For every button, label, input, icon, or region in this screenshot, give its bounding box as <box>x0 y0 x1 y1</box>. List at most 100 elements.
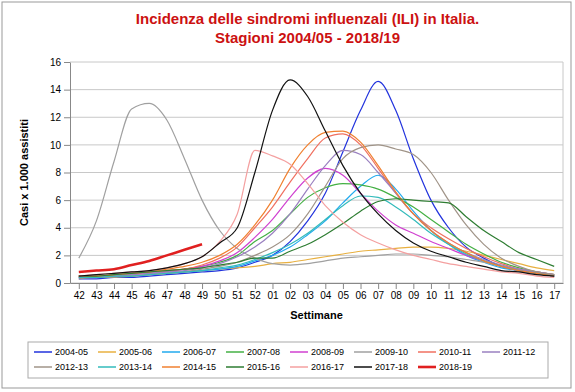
x-tick-label: 47 <box>162 290 174 301</box>
x-tick-mark <box>413 283 414 289</box>
legend-swatch <box>354 351 372 353</box>
legend-item: 2005-06 <box>98 347 152 357</box>
series-line <box>79 131 554 276</box>
y-axis-title: Casi x 1.000 assistiti <box>18 119 30 226</box>
y-tick-label: 8 <box>55 167 61 178</box>
y-tick-label: 16 <box>50 57 62 68</box>
x-tick-label: 43 <box>91 290 103 301</box>
x-tick: 01 <box>267 283 279 301</box>
x-tick: 07 <box>373 283 385 301</box>
y-tick: 12 <box>50 112 70 123</box>
x-tick: 09 <box>408 283 420 301</box>
x-tick-label: 09 <box>408 290 420 301</box>
legend-swatch <box>290 351 308 353</box>
x-tick-mark <box>466 283 467 289</box>
x-tick-mark <box>343 283 344 289</box>
grid-line <box>70 283 563 284</box>
legend-swatch <box>418 351 436 353</box>
x-tick: 04 <box>320 283 332 301</box>
x-tick: 17 <box>549 283 561 301</box>
x-tick-label: 42 <box>74 290 86 301</box>
series-line <box>79 196 554 277</box>
x-tick: 13 <box>479 283 491 301</box>
x-tick-label: 11 <box>444 290 455 301</box>
x-tick-label: 44 <box>109 290 121 301</box>
legend-item: 2016-17 <box>290 362 344 372</box>
y-tick-label: 6 <box>55 195 61 206</box>
legend-label: 2006-07 <box>183 347 216 357</box>
x-tick-label: 46 <box>144 290 156 301</box>
x-tick: 43 <box>91 283 103 301</box>
legend-label: 2016-17 <box>311 362 344 372</box>
x-tick-label: 04 <box>320 290 332 301</box>
grid-line <box>70 62 563 63</box>
y-tick-mark <box>64 228 70 229</box>
x-tick-mark <box>501 283 502 289</box>
x-tick-label: 06 <box>355 290 367 301</box>
legend-label: 2005-06 <box>119 347 152 357</box>
legend-swatch <box>290 366 308 368</box>
x-tick-label: 17 <box>549 290 561 301</box>
series-line <box>79 199 554 276</box>
x-axis: 4243444546474849505152010203040506070809… <box>71 283 564 301</box>
series-line <box>79 150 554 277</box>
y-tick-label: 14 <box>50 84 62 95</box>
legend-item: 2017-18 <box>354 362 408 372</box>
x-tick-mark <box>220 283 221 289</box>
legend-label: 2017-18 <box>375 362 408 372</box>
legend-label: 2013-14 <box>119 362 152 372</box>
x-tick-label: 13 <box>479 290 491 301</box>
y-tick: 6 <box>55 195 70 206</box>
y-tick: 2 <box>55 250 70 261</box>
series-line <box>79 103 554 274</box>
legend-label: 2004-05 <box>55 347 88 357</box>
y-tick-mark <box>64 145 70 146</box>
x-tick-mark <box>325 283 326 289</box>
grid <box>70 62 563 283</box>
series-line <box>79 134 554 276</box>
x-tick-mark <box>378 283 379 289</box>
x-tick-label: 15 <box>514 290 526 301</box>
series-line <box>79 150 554 277</box>
grid-line <box>70 89 563 90</box>
legend-item: 2015-16 <box>226 362 280 372</box>
legend-item: 2010-11 <box>418 347 471 357</box>
y-tick-mark <box>64 117 70 118</box>
legend-item: 2006-07 <box>162 347 216 357</box>
legend-label: 2007-08 <box>247 347 280 357</box>
x-tick: 12 <box>461 283 473 301</box>
legend-swatch <box>482 351 500 353</box>
x-tick-mark <box>237 283 238 289</box>
x-tick-label: 08 <box>391 290 403 301</box>
x-tick-mark <box>202 283 203 289</box>
subtitle: Stagioni 2004/05 - 2018/19 <box>215 29 400 46</box>
x-tick-mark <box>114 283 115 289</box>
x-tick: 49 <box>197 283 209 301</box>
plot-edge <box>563 62 564 283</box>
x-tick-mark <box>149 283 150 289</box>
grid-line <box>70 255 563 256</box>
legend-label: 2008-09 <box>311 347 344 357</box>
legend-swatch <box>418 366 436 369</box>
y-tick-label: 0 <box>55 278 61 289</box>
series-lines <box>79 80 554 279</box>
x-tick-mark <box>537 283 538 289</box>
x-tick: 50 <box>215 283 227 301</box>
y-tick-mark <box>64 200 70 201</box>
y-tick-label: 12 <box>50 112 62 123</box>
x-tick-mark <box>449 283 450 289</box>
x-tick-mark <box>554 283 555 289</box>
x-axis-title: Settimane <box>290 309 343 321</box>
x-tick-label: 51 <box>232 290 244 301</box>
y-tick-mark <box>64 255 70 256</box>
x-tick-mark <box>255 283 256 289</box>
x-tick-label: 05 <box>338 290 350 301</box>
legend-label: 2011-12 <box>503 347 535 357</box>
y-tick: 8 <box>55 167 70 178</box>
x-tick: 05 <box>338 283 350 301</box>
legend-label: 2010-11 <box>439 347 471 357</box>
legend-label: 2009-10 <box>375 347 408 357</box>
legend-label: 2012-13 <box>55 362 88 372</box>
x-tick-label: 14 <box>496 290 508 301</box>
series-line <box>79 80 554 276</box>
